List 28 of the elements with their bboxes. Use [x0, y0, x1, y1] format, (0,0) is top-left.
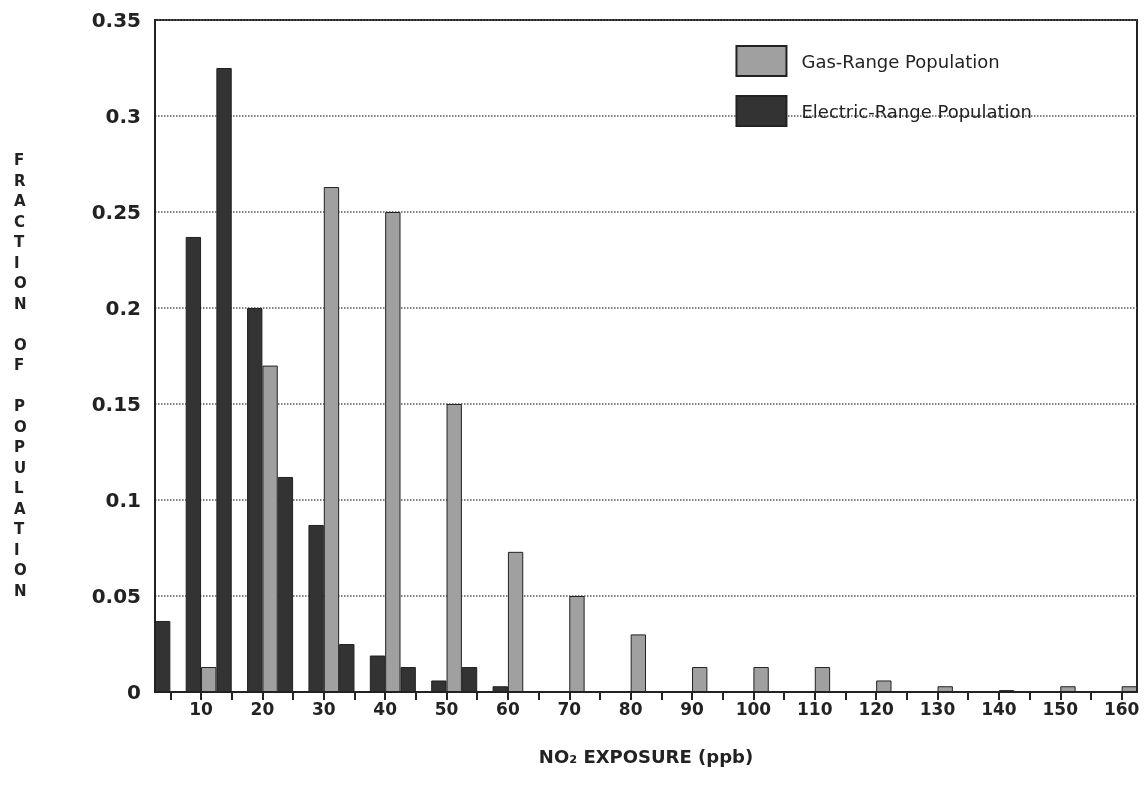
x-tick-label: 60 [496, 698, 520, 719]
x-tick-label: 140 [981, 698, 1017, 719]
x-tick-label: 50 [434, 698, 459, 719]
x-tick-label: 100 [735, 698, 772, 719]
x-tick-label: 80 [618, 698, 643, 719]
y-tick-label: 0.05 [91, 584, 141, 608]
x-axis-title: NO₂ EXPOSURE (ppb) [538, 745, 754, 767]
x-tick-label: 110 [797, 698, 833, 719]
legend-label: Electric-Range Population [801, 100, 1033, 122]
x-tick-label: 70 [557, 698, 582, 719]
x-tick-label: 40 [373, 698, 398, 719]
x-tick-label: 130 [919, 698, 956, 719]
x-tick-label: 20 [250, 698, 275, 719]
y-tick-label: 0.35 [91, 8, 141, 32]
y-tick-label: 0.3 [105, 104, 141, 128]
x-tick-label: 30 [311, 698, 336, 719]
x-tick-label: 120 [858, 698, 895, 719]
x-tick-label: 10 [189, 698, 214, 719]
x-tick-label: 160 [1103, 698, 1140, 719]
y-tick-label: 0.15 [91, 392, 141, 416]
text: FRACTION OF POPULATION [14, 151, 27, 600]
x-tick-label: 150 [1042, 698, 1079, 719]
y-tick-label: 0 [127, 680, 141, 704]
legend-label: Gas-Range Population [801, 50, 1000, 72]
y-tick-label: 0.2 [105, 296, 141, 320]
x-tick-label: 90 [680, 698, 705, 719]
y-tick-label: 0.25 [91, 200, 141, 224]
y-tick-label: 0.1 [105, 488, 141, 512]
